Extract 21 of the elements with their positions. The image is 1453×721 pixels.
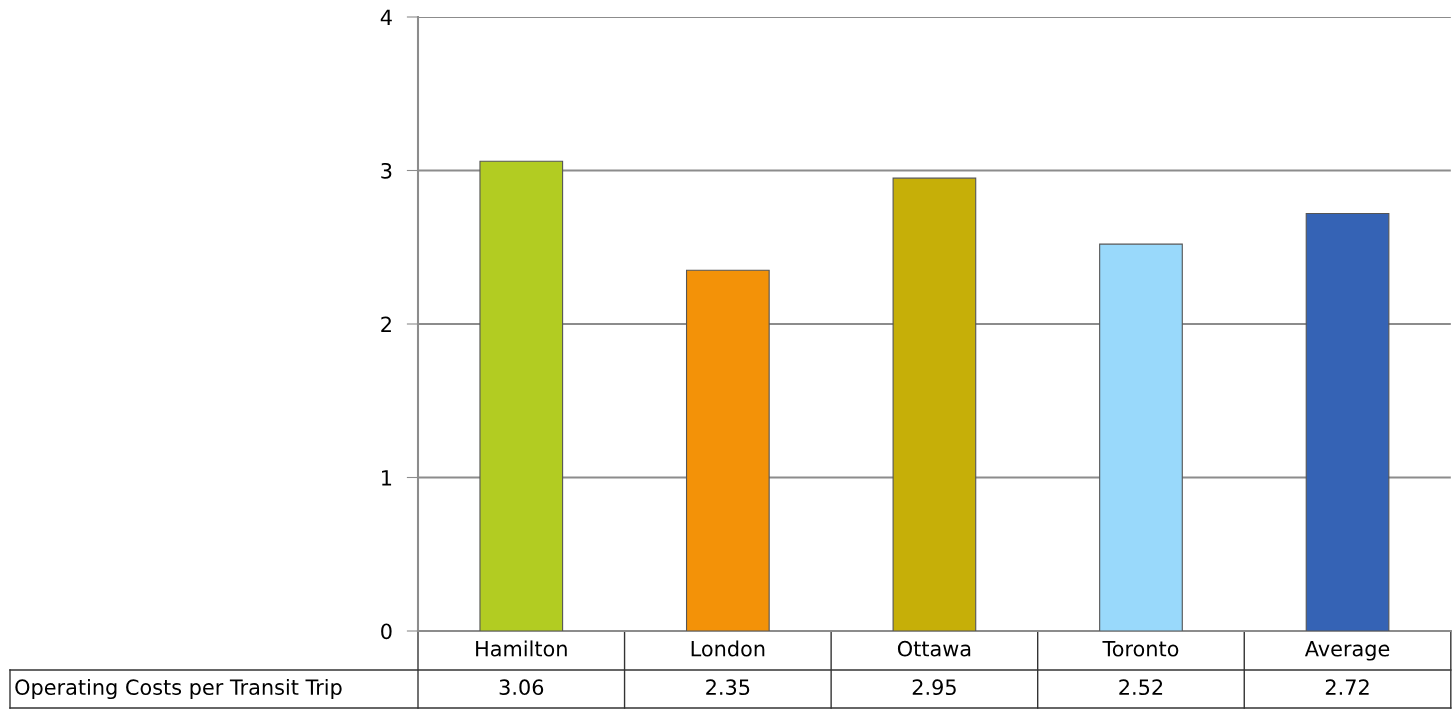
- data-label: 2.52: [1119, 679, 1163, 696]
- y-tick-label: 0: [381, 623, 392, 640]
- bar: [1099, 243, 1183, 631]
- data-label: 2.95: [912, 679, 956, 696]
- x-tick-label: Ottawa: [897, 640, 971, 657]
- x-tick-label: London: [691, 640, 765, 657]
- bar: [1305, 212, 1390, 631]
- x-tick-label: Average: [1304, 641, 1390, 661]
- bar: [479, 160, 564, 631]
- y-tick-label: 4: [380, 9, 392, 25]
- x-tick-label: Toronto: [1102, 641, 1179, 657]
- bar: [685, 269, 770, 631]
- x-tick-label: Hamilton: [476, 640, 567, 657]
- bar: [892, 177, 977, 631]
- y-tick-label: 2: [381, 316, 391, 332]
- data-label: 3.06: [499, 679, 544, 696]
- y-tick-label: 3: [381, 162, 392, 179]
- y-tick-label: 1: [382, 470, 392, 486]
- data-label: 2.35: [706, 679, 750, 696]
- data-label: 2.72: [1325, 679, 1369, 695]
- text: Operating Costs per Transit Trip: [15, 678, 342, 700]
